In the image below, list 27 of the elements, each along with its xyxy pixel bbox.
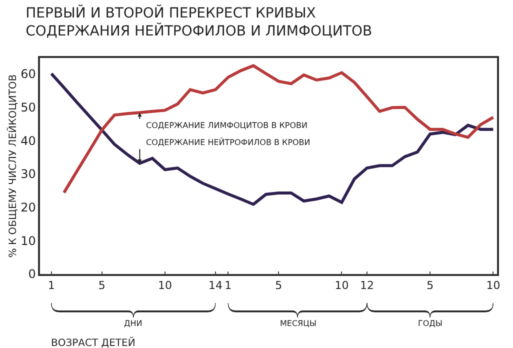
y-tick-label: 60 (20, 67, 36, 82)
x-tick-label: 5 (275, 278, 282, 292)
y-axis-title: % К ОБЩЕМУ ЧИСЛУ ЛЕЙКОЦИТОВ (6, 74, 20, 258)
y-tick-label: 20 (20, 200, 36, 215)
x-tick-label: 1 (48, 278, 55, 292)
x-tick-label: 14 (208, 278, 222, 292)
chart-title: ПЕРВЫЙ И ВТОРОЙ ПЕРЕКРЕСТ КРИВЫХ СОДЕРЖАНИЯ НЕЙТРОФИЛОВ И ЛИМФОЦИТОВ (26, 4, 372, 40)
x-tick-label: 10 (334, 278, 349, 292)
x-axis-title: ВОЗРАСТ ДЕТЕЙ (51, 336, 136, 348)
y-tick-label: 30 (20, 167, 36, 182)
y-tick-label: 40 (20, 134, 36, 148)
x-tick-label: 5 (98, 278, 106, 292)
line-series (62, 64, 495, 194)
y-tick-label: 50 (20, 100, 36, 115)
x-tick-label: 5 (426, 278, 434, 292)
line-series (50, 72, 495, 206)
x-tick-label: 1 (224, 278, 232, 292)
y-tick-label: 10 (20, 234, 36, 248)
x-tick-label: 10 (486, 278, 500, 292)
x-tick-label: 12 (360, 278, 374, 292)
text: ГОДЫ (418, 319, 442, 328)
y-tick-label: 0 (28, 267, 36, 282)
annotation: СОДЕРЖАНИЕ ЛИМФОЦИТОВ В КРОВИ (146, 121, 308, 130)
x-tick-label: 10 (158, 278, 172, 292)
annotation: СОДЕРЖАНИЕ НЕЙТРОФИЛОВ В КРОВИ (146, 137, 310, 147)
text: ДНИ (124, 319, 142, 328)
text: МЕСЯЦЫ (280, 319, 316, 328)
